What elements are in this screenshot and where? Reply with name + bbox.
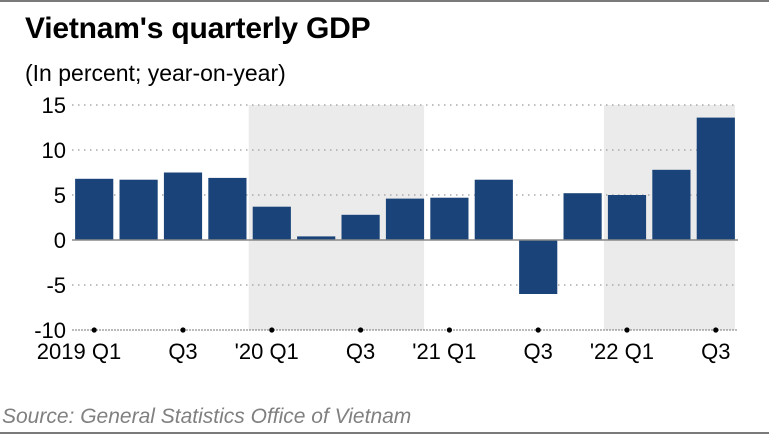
x-tick-label: Q3: [168, 339, 197, 364]
bar-2022-q3: [696, 117, 735, 240]
chart-title: Vietnam's quarterly GDP: [25, 12, 371, 45]
y-tick-label: 0: [54, 228, 66, 253]
x-tick-dot: [358, 327, 364, 333]
bar-2019-q3: [163, 172, 203, 240]
x-tick-dot: [180, 327, 186, 333]
source-note: Source: General Statistics Office of Vie…: [2, 405, 412, 428]
x-tick-dot: [446, 327, 452, 333]
bar-2020-q2: [297, 236, 336, 240]
x-tick-label: '21 Q1: [412, 339, 476, 364]
x-axis-labels: 2019 Q1 Q3 '20 Q1 Q3 '21 Q1 Q3 '22 Q1 Q3: [37, 339, 731, 364]
x-tick-dot: [624, 327, 630, 333]
y-tick-label: -5: [46, 273, 66, 298]
bars: [75, 117, 735, 294]
x-tick-label: '22 Q1: [590, 339, 654, 364]
y-tick-label: 10: [42, 138, 66, 163]
bar-2019-q4: [208, 177, 247, 240]
x-tick-label: '20 Q1: [235, 339, 299, 364]
x-tick-dot: [713, 327, 719, 333]
chart-subtitle: (In percent; year-on-year): [25, 60, 286, 86]
y-tick-label: 5: [54, 183, 66, 208]
top-rule: [0, 0, 769, 2]
bar-2020-q3: [341, 214, 380, 240]
bar-2022-q1: [607, 195, 647, 240]
x-tick-dot: [91, 327, 97, 333]
x-tick-label: Q3: [701, 339, 730, 364]
bar-2021-q3: [519, 240, 558, 294]
bar-2020-q4: [385, 198, 425, 240]
bar-2021-q1: [430, 197, 469, 240]
y-tick-label: -10: [34, 318, 66, 343]
x-tick-dot: [269, 327, 275, 333]
x-tick-label: Q3: [524, 339, 553, 364]
bar-2020-q1: [252, 206, 291, 240]
bar-2019-q2: [119, 179, 158, 240]
bar-2021-q2: [474, 179, 513, 240]
y-axis-labels: 15 10 5 0 -5 -10: [34, 93, 66, 343]
bar-2022-q2: [652, 169, 691, 240]
bar-2019-q1: [75, 178, 114, 240]
bar-2021-q4: [563, 193, 602, 240]
x-tick-label: 2019 Q1: [37, 339, 121, 364]
y-tick-label: 15: [42, 93, 66, 118]
bottom-rule: [0, 432, 769, 434]
x-axis: [72, 239, 738, 333]
x-tick-label: Q3: [346, 339, 375, 364]
x-tick-dot: [535, 327, 541, 333]
